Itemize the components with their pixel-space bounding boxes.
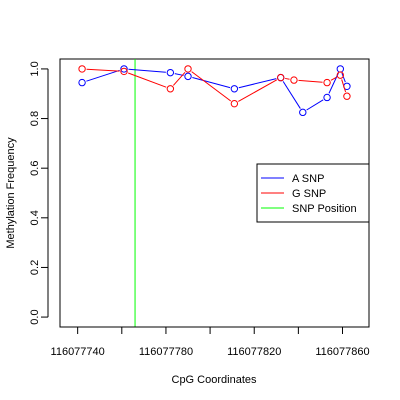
axis-layer: 0.0 0.2 0.4 0.6 0.8 1.0 116077740 116077780 1160… (29, 61, 370, 358)
data-point-a-snp (184, 72, 192, 81)
series-segment-g-snp (172, 71, 186, 86)
x-axis-label: CpG Coordinates (172, 374, 257, 386)
series-segment-g-snp (238, 79, 278, 102)
series-segment-a-snp (192, 77, 231, 89)
legend: A SNP G SNP SNP Position (256, 163, 370, 223)
series-segment-g-snp (285, 77, 290, 80)
data-point-g-snp (323, 78, 331, 87)
series-segment-a-snp (341, 72, 346, 83)
legend-label-g-snp: G SNP (292, 188, 326, 200)
plot-layer (78, 59, 351, 327)
legend-label-a-snp: A SNP (292, 173, 324, 185)
y-tick-label: 1.0 (29, 61, 41, 76)
data-point-g-snp (290, 76, 298, 84)
data-point-g-snp (184, 65, 192, 73)
data-point-g-snp (230, 99, 239, 108)
data-point-g-snp (336, 71, 345, 79)
series-segment-a-snp (86, 69, 120, 82)
x-tick-label: 116077780 (139, 346, 193, 358)
x-tick-label: 116077860 (315, 346, 369, 358)
series-segment-a-snp (306, 99, 324, 111)
series-segment-a-snp (238, 78, 277, 89)
data-point-a-snp (336, 65, 345, 73)
series-segment-g-snp (86, 68, 120, 72)
data-point-g-snp (277, 73, 285, 82)
data-point-g-snp (120, 67, 128, 76)
data-point-g-snp (343, 92, 351, 100)
series-segment-g-snp (330, 76, 337, 81)
data-point-a-snp (78, 78, 86, 87)
y-tick-label: 0.8 (29, 111, 41, 126)
y-tick-label: 0.6 (29, 161, 41, 176)
data-point-a-snp (230, 85, 239, 93)
y-tick-label: 0.2 (29, 260, 41, 275)
data-point-g-snp (78, 65, 86, 73)
series-segment-g-snp (128, 72, 167, 88)
x-tick-label: 116077820 (227, 346, 281, 358)
data-point-a-snp (323, 93, 331, 102)
series-segment-g-snp (298, 79, 323, 83)
data-point-a-snp (299, 108, 307, 117)
data-point-a-snp (166, 68, 175, 77)
series-segment-g-snp (191, 71, 232, 102)
y-tick-label: 0.4 (29, 210, 41, 225)
series-segment-a-snp (128, 68, 166, 73)
y-tick-label: 0.0 (29, 309, 41, 324)
series-segment-a-snp (282, 81, 301, 109)
data-point-g-snp (166, 85, 175, 93)
x-tick-label: 116077740 (51, 346, 105, 358)
data-point-a-snp (120, 65, 128, 73)
y-axis-label: Methylation Frequency (5, 137, 17, 249)
legend-label-snp-position: SNP Position (292, 203, 357, 215)
series-segment-g-snp (341, 79, 347, 93)
